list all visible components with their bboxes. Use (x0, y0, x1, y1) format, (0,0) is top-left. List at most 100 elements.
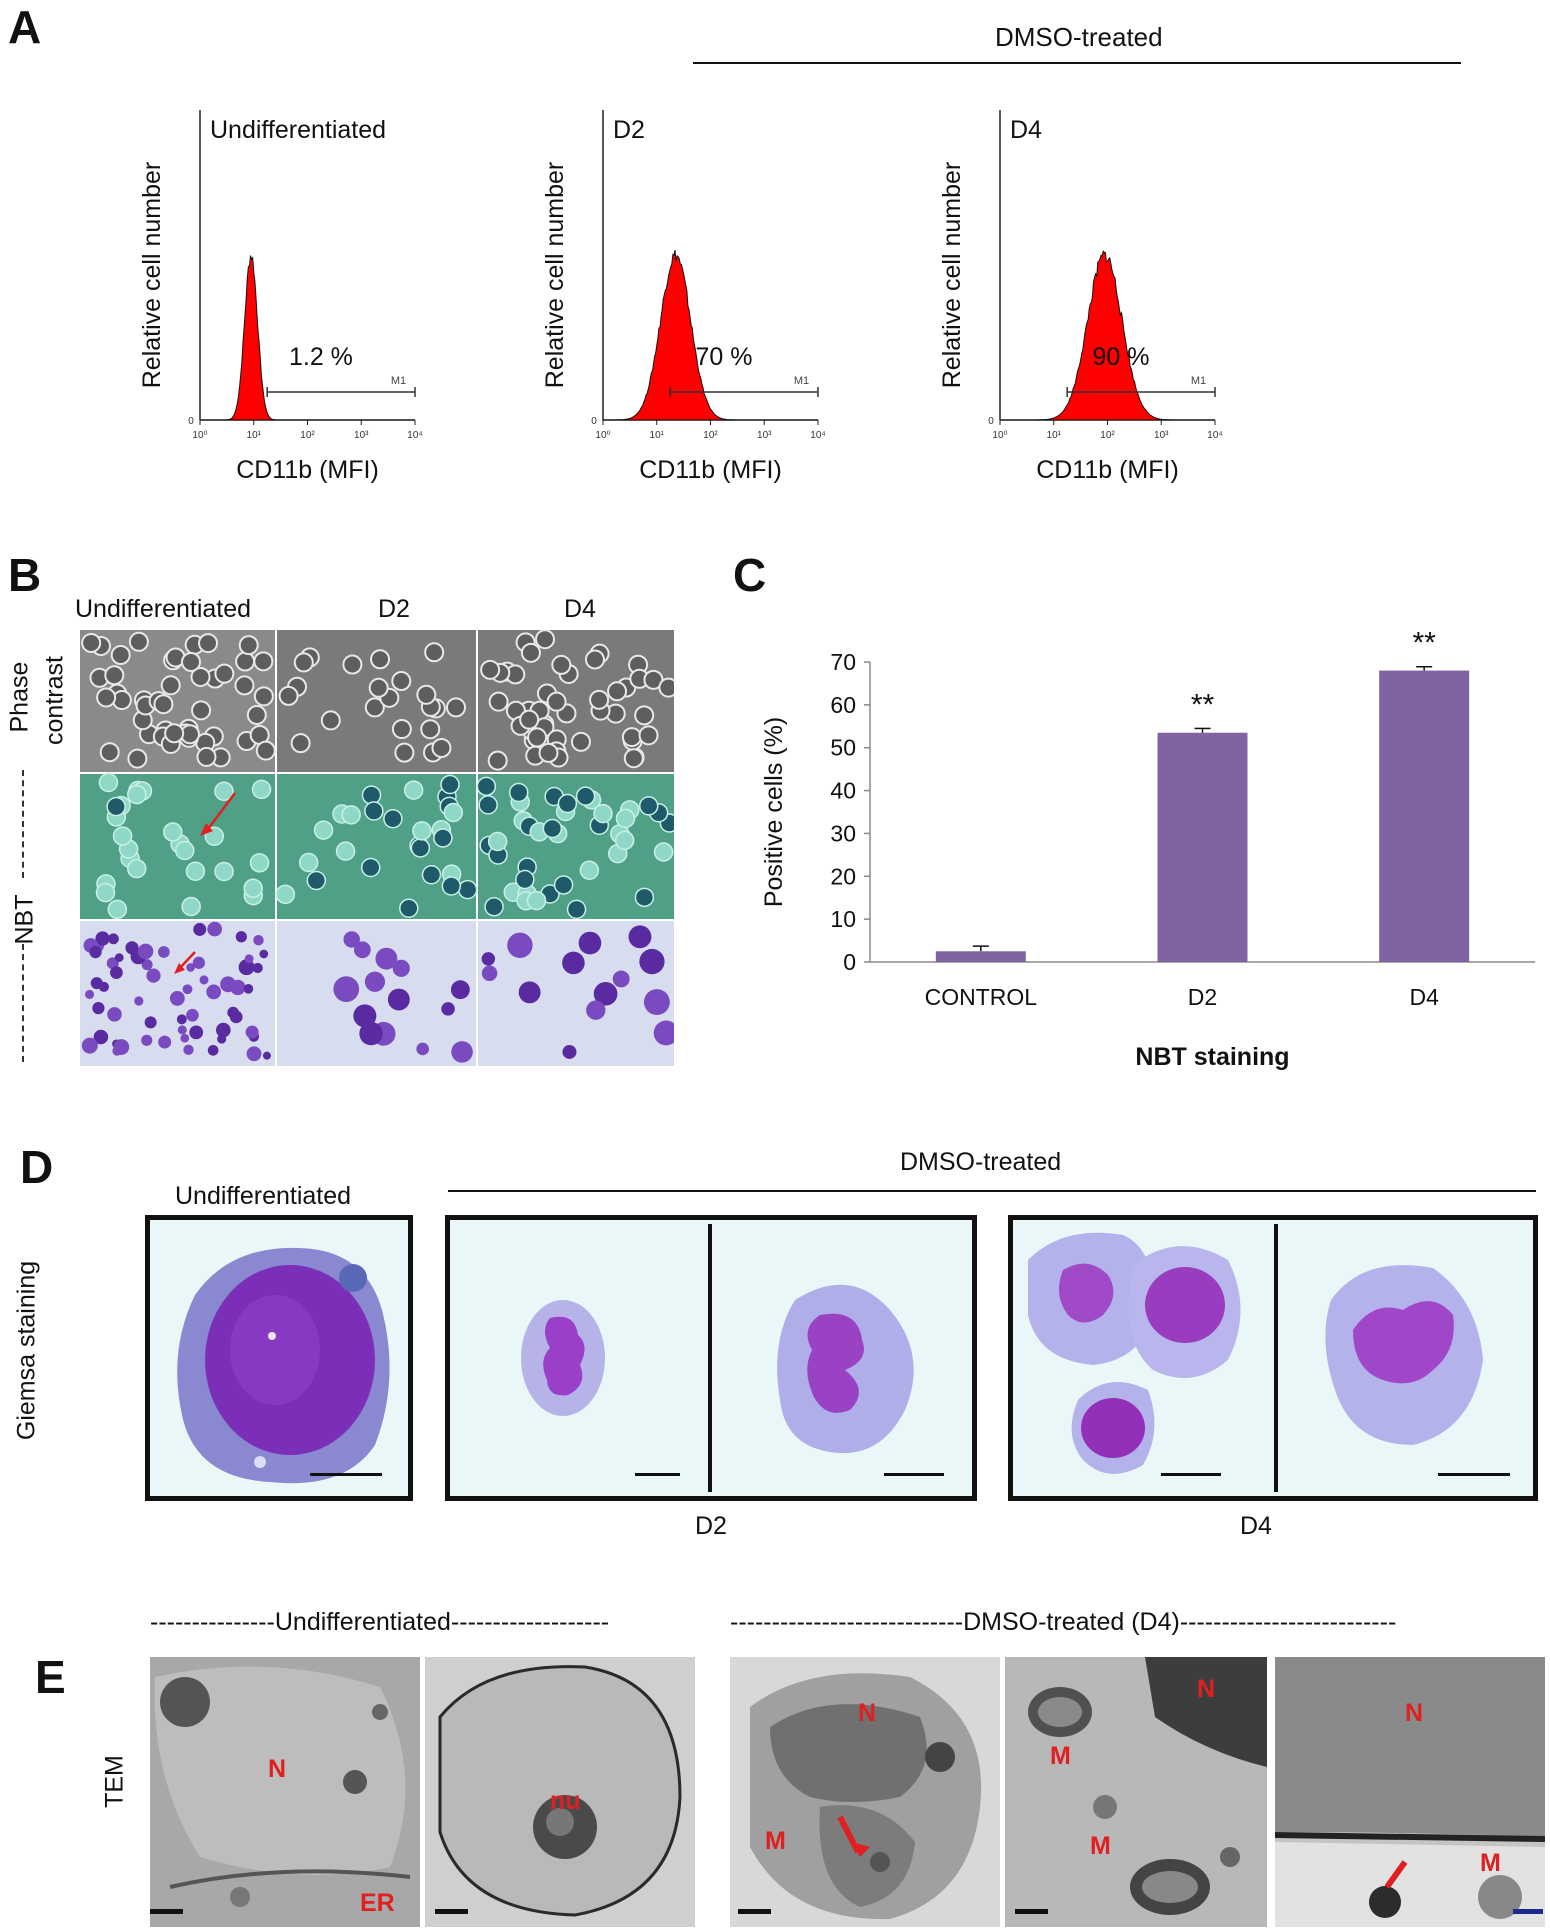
bar-chart-y-tick-label: 70 (830, 649, 856, 675)
cell (508, 782, 529, 803)
cell (570, 731, 591, 752)
histogram-percent: 90 % (1092, 343, 1149, 371)
cell (481, 965, 498, 982)
scale-bar (310, 1473, 382, 1476)
cell (658, 677, 674, 698)
cell (176, 1014, 187, 1025)
cell (443, 802, 464, 823)
histogram-tick-label: 10⁴ (810, 430, 825, 441)
histogram-gate-label: M1 (1191, 375, 1206, 387)
cell (189, 1025, 204, 1040)
scale-bar (635, 1473, 680, 1476)
scale-bar (150, 1909, 183, 1914)
cell (160, 675, 181, 696)
cell (364, 971, 386, 992)
histogram-tick-label: 10³ (757, 430, 772, 441)
scale-bar (1438, 1473, 1510, 1476)
cell (394, 742, 415, 763)
cell (410, 838, 431, 858)
scale-bar (1015, 1909, 1048, 1914)
cell (527, 727, 548, 748)
panel-b-col-d4: D4 (564, 595, 596, 623)
giemsa-undifferentiated-frame (145, 1215, 413, 1501)
cell (127, 784, 147, 805)
cell (177, 1025, 187, 1035)
tem-label-n: N (268, 1755, 287, 1783)
panel-b-letter: B (8, 549, 42, 601)
panel-d-d4-label: D4 (1240, 1512, 1272, 1540)
cell (320, 710, 341, 731)
cell (186, 963, 195, 972)
cell (391, 671, 412, 692)
panel-d-group-line (448, 1190, 1536, 1192)
cell (392, 959, 410, 977)
cell (81, 1037, 98, 1054)
giemsa-d2-frame (445, 1215, 977, 1501)
cell (243, 984, 254, 994)
cell (220, 976, 236, 993)
cell (441, 1002, 455, 1016)
cell (214, 781, 234, 802)
cell (255, 740, 276, 761)
cell (186, 1008, 199, 1022)
scale-bar (884, 1473, 944, 1476)
panel-e-row-label: TEM (100, 1755, 129, 1808)
cell (199, 975, 209, 985)
histogram-percent: 1.2 % (289, 343, 353, 371)
cell (440, 774, 460, 795)
tem-label-n: N (858, 1699, 877, 1727)
cell (487, 750, 508, 771)
histogram-zero-label: 0 (188, 416, 194, 427)
cell (431, 737, 452, 758)
cell (106, 796, 126, 817)
cell (238, 635, 259, 656)
cell (207, 921, 223, 937)
scale-bar (1161, 1473, 1221, 1476)
panel-e-undiff-label: ---------------Undifferentiated---------… (150, 1608, 610, 1636)
cell (341, 805, 361, 825)
cell (333, 976, 360, 1002)
panel-b-row-phase-line1: Phase (5, 661, 34, 733)
cell (134, 996, 144, 1006)
cell (252, 962, 263, 974)
cell (441, 876, 462, 896)
cell (99, 742, 120, 763)
cell (95, 882, 116, 903)
cell (153, 694, 174, 715)
cell (313, 820, 334, 840)
tem-dmso-3: N M (1275, 1657, 1545, 1927)
cell (126, 858, 147, 879)
cell (589, 689, 610, 710)
cell (235, 931, 247, 943)
panel-d-letter: D (20, 1141, 54, 1193)
cell (185, 861, 206, 881)
cell (306, 870, 327, 891)
cell (235, 651, 256, 672)
cell (253, 651, 274, 672)
histogram-tick-label: 10¹ (650, 430, 665, 441)
cell (249, 853, 270, 873)
histogram-title: D4 (1010, 116, 1042, 144)
cell (575, 786, 596, 806)
histogram-tick-label: 10⁰ (595, 430, 610, 441)
cell (107, 899, 128, 920)
histogram-gate-label: M1 (794, 375, 809, 387)
bar-chart-bar (1157, 732, 1248, 962)
tem-undifferentiated-2: nu (425, 1657, 695, 1927)
micrograph-cells (278, 642, 467, 763)
cell (169, 990, 185, 1006)
cell (607, 681, 628, 702)
panel-e-letter: E (35, 1651, 66, 1703)
cell (164, 723, 185, 744)
cell (368, 677, 389, 698)
cell (638, 796, 659, 816)
cell (92, 1002, 105, 1015)
cell (206, 984, 222, 1000)
panel-b-micrographs (80, 630, 674, 1066)
tem-label-n: N (1197, 1675, 1216, 1703)
tem-texture (425, 1657, 695, 1927)
panel-b-col-undifferentiated: Undifferentiated (75, 595, 252, 623)
bar-chart-y-tick-label: 0 (843, 949, 856, 975)
cell (98, 981, 109, 992)
cell (335, 841, 356, 861)
